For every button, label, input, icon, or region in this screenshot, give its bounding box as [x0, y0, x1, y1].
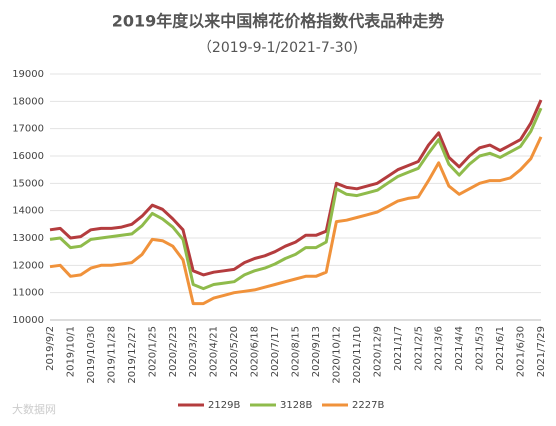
- x-tick-label: 2020/6/18: [250, 326, 261, 377]
- x-tick-label: 2019/10/1: [65, 326, 76, 377]
- x-tick-label: 2019/9/2: [45, 326, 56, 371]
- x-tick-label: 2020/4/21: [209, 326, 220, 377]
- x-tick-label: 2020/1/25: [147, 326, 158, 377]
- legend-label: 3128B: [280, 400, 312, 411]
- y-tick-label: 18000: [12, 96, 44, 107]
- x-tick-label: 2020/11/10: [352, 326, 363, 384]
- x-tick-label: 2020/5/20: [229, 326, 240, 377]
- x-tick-label: 2019/12/27: [127, 326, 138, 384]
- x-tick-label: 2021/4/4: [454, 326, 465, 371]
- y-tick-label: 13000: [12, 233, 44, 244]
- series-line: [49, 99, 543, 277]
- y-tick-label: 11000: [12, 288, 44, 299]
- x-tick-label: 2019/10/30: [86, 326, 97, 384]
- x-tick-label: 2020/2/23: [168, 326, 179, 377]
- x-tick-label: 2021/7/29: [536, 326, 547, 377]
- x-tick-label: 2021/6/1: [495, 326, 506, 371]
- x-tick-label: 2020/12/9: [372, 326, 383, 377]
- watermark: 大数据网: [12, 402, 56, 416]
- x-tick-label: 2020/10/12: [331, 326, 342, 384]
- y-tick-label: 10000: [12, 315, 44, 326]
- x-tick-label: 2021/3/6: [434, 326, 445, 371]
- x-tick-label: 2021/5/3: [475, 326, 486, 371]
- series-line: [49, 136, 543, 306]
- x-tick-label: 2020/3/23: [188, 326, 199, 377]
- y-tick-label: 14000: [12, 206, 44, 217]
- chart-title: 2019年度以来中国棉花价格指数代表品种走势: [112, 12, 445, 31]
- y-tick-label: 17000: [12, 124, 44, 135]
- x-tick-label: 2019/11/28: [106, 326, 117, 384]
- y-tick-label: 16000: [12, 151, 44, 162]
- y-tick-label: 12000: [12, 260, 44, 271]
- x-tick-label: 2020/9/13: [311, 326, 322, 377]
- x-tick-label: 2020/7/17: [270, 326, 281, 377]
- chart-subtitle: （2019-9-1/2021-7-30): [198, 40, 358, 56]
- x-tick-label: 2021/1/7: [393, 326, 404, 371]
- y-tick-label: 19000: [12, 69, 44, 80]
- series-line: [49, 107, 543, 291]
- x-tick-label: 2021/6/30: [516, 326, 527, 377]
- x-tick-label: 2020/8/15: [291, 326, 302, 377]
- legend-label: 2227B: [352, 400, 384, 411]
- x-tick-label: 2021/2/5: [413, 326, 424, 371]
- y-tick-label: 15000: [12, 178, 44, 189]
- legend-label: 2129B: [208, 400, 240, 411]
